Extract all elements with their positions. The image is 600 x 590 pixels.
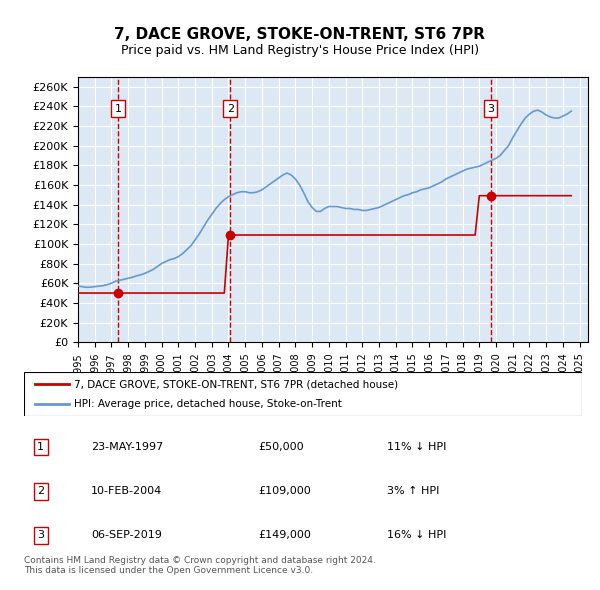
Text: HPI: Average price, detached house, Stoke-on-Trent: HPI: Average price, detached house, Stok… (74, 399, 342, 408)
Text: 2: 2 (37, 486, 44, 496)
Text: 1: 1 (115, 104, 121, 113)
Text: 7, DACE GROVE, STOKE-ON-TRENT, ST6 7PR: 7, DACE GROVE, STOKE-ON-TRENT, ST6 7PR (115, 27, 485, 41)
Text: 7, DACE GROVE, STOKE-ON-TRENT, ST6 7PR (detached house): 7, DACE GROVE, STOKE-ON-TRENT, ST6 7PR (… (74, 379, 398, 389)
Text: 16% ↓ HPI: 16% ↓ HPI (387, 530, 446, 540)
Text: 3: 3 (487, 104, 494, 113)
Text: 1: 1 (37, 442, 44, 452)
Text: Price paid vs. HM Land Registry's House Price Index (HPI): Price paid vs. HM Land Registry's House … (121, 44, 479, 57)
Text: 3% ↑ HPI: 3% ↑ HPI (387, 486, 439, 496)
Text: 06-SEP-2019: 06-SEP-2019 (91, 530, 162, 540)
Text: 10-FEB-2004: 10-FEB-2004 (91, 486, 162, 496)
Text: 3: 3 (37, 530, 44, 540)
Text: 2: 2 (227, 104, 234, 113)
Text: 11% ↓ HPI: 11% ↓ HPI (387, 442, 446, 452)
Text: 23-MAY-1997: 23-MAY-1997 (91, 442, 163, 452)
Text: £50,000: £50,000 (259, 442, 304, 452)
Text: £109,000: £109,000 (259, 486, 311, 496)
Text: Contains HM Land Registry data © Crown copyright and database right 2024.
This d: Contains HM Land Registry data © Crown c… (24, 556, 376, 575)
Text: £149,000: £149,000 (259, 530, 311, 540)
